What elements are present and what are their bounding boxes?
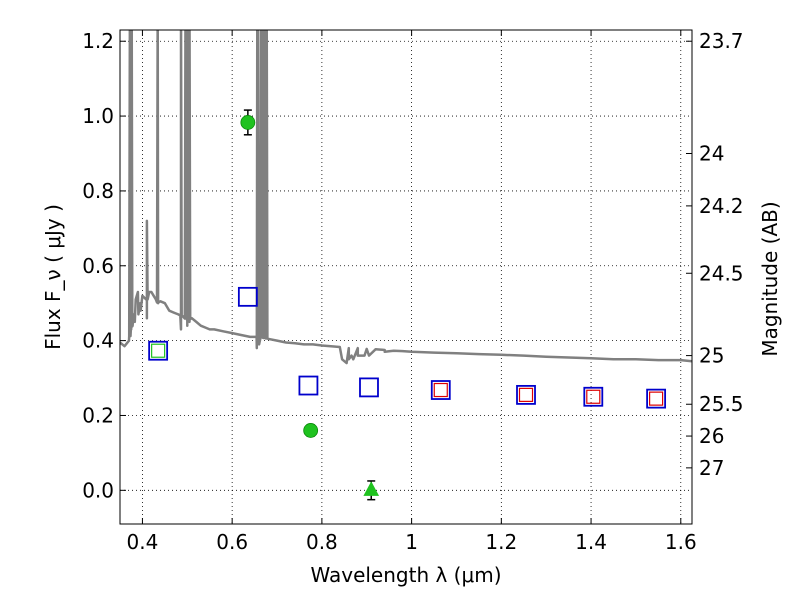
y-tick-label: 0.0 [82, 478, 114, 502]
spectrum-layer [120, 30, 692, 365]
y-axis-label: Flux F_ν ( μJy ) [41, 204, 65, 350]
y-tick-label: 0.8 [82, 179, 114, 203]
detection-point [303, 423, 319, 438]
detection-triangle [363, 481, 380, 496]
model-point [359, 377, 379, 398]
y-tick-label: 0.6 [82, 254, 114, 278]
model-point [516, 384, 536, 405]
ticks-layer: 0.4 0.6 0.8 1 1.2 1.4 1.6 0.0 0.2 0.4 0.6 0.8 1.0 1.2… [82, 29, 743, 554]
y2-tick-label: 23.7 [699, 29, 744, 53]
model-point [583, 386, 604, 407]
model-box [359, 377, 379, 398]
x-tick-label: 0.6 [216, 530, 248, 554]
model-inner-box [586, 389, 601, 404]
x-tick-label: 0.8 [306, 530, 338, 554]
x-tick-label: 1.2 [485, 530, 517, 554]
y2-tick-label: 24 [699, 142, 724, 166]
x-tick-label: 1.4 [575, 530, 607, 554]
model-inner-box [433, 382, 448, 398]
model-box [430, 380, 451, 400]
model-box [148, 340, 169, 361]
y2-tick-label: 25.5 [699, 392, 744, 416]
y-tick-label: 1.2 [82, 29, 114, 53]
x-axis-label: Wavelength λ (μm) [310, 563, 501, 587]
y2-tick-label: 25 [699, 344, 724, 368]
y2-tick-label: 27 [699, 456, 724, 480]
model-point [646, 388, 667, 409]
model-box [298, 375, 319, 396]
points-layer [148, 109, 667, 501]
y2-tick-label: 26 [699, 424, 724, 448]
x-tick-label: 0.4 [127, 530, 159, 554]
x-tick-label: 1 [405, 530, 418, 554]
grid-layer [120, 30, 692, 524]
y2-tick-label: 24.2 [699, 194, 744, 218]
detection-point [363, 480, 380, 501]
model-point [298, 375, 319, 396]
model-point [430, 380, 451, 400]
model-box [583, 386, 604, 407]
y-tick-label: 1.0 [82, 104, 114, 128]
plot-frame [119, 29, 693, 525]
model-inner-box [518, 387, 534, 402]
y2-tick-label: 24.5 [699, 261, 744, 285]
detection-circle [303, 423, 319, 438]
detection-circle [240, 115, 256, 130]
model-point [237, 286, 258, 307]
y2-axis-label: Magnitude (AB) [758, 201, 782, 356]
detection-point [240, 109, 256, 136]
y-tick-label: 0.4 [82, 329, 114, 353]
x-tick-label: 1.6 [665, 530, 697, 554]
model-point [148, 340, 169, 361]
model-box [646, 388, 667, 409]
model-box [516, 384, 536, 405]
model-box [237, 286, 258, 307]
model-inner-box [649, 391, 664, 406]
y-tick-label: 0.2 [82, 403, 114, 427]
spectrum-line [120, 30, 692, 365]
model-inner-box [151, 343, 166, 358]
